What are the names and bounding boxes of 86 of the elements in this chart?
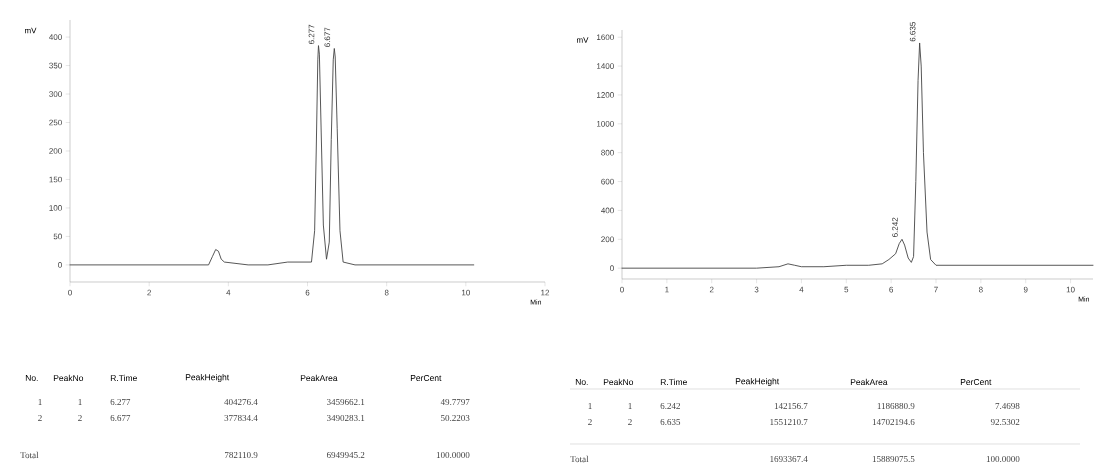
text: PeakHeight [735, 378, 780, 386]
text: 2 [78, 415, 82, 421]
text: No. [575, 379, 588, 385]
text: 377834.4 [224, 414, 258, 422]
y-tick-label: 1200 [597, 92, 614, 98]
y-axis-title: mV [25, 27, 37, 34]
text: 6.242 [660, 402, 680, 410]
x-tick-label: 0 [620, 286, 624, 293]
x-tick-label: 12 [541, 289, 550, 296]
text: 142156.7 [774, 402, 808, 410]
text: 2 [588, 419, 592, 425]
text: 1693367.4 [770, 455, 808, 463]
y-tick-label: 1000 [597, 120, 614, 127]
x-tick-label: 2 [147, 289, 151, 296]
text: 782110.9 [224, 451, 258, 459]
text: Total [570, 455, 589, 463]
x-tick-label: 6 [889, 286, 894, 293]
text: No. [25, 375, 38, 381]
text: 1 [78, 399, 82, 405]
x-tick-label: 0 [68, 289, 72, 296]
x-tick-label: 10 [462, 289, 470, 296]
x-tick-label: 10 [1066, 286, 1075, 293]
y-tick-label: 50 [53, 233, 62, 240]
y-tick-label: 0 [610, 265, 614, 271]
text: PerCent [410, 374, 442, 381]
annotation: 6.242 [892, 217, 898, 237]
text: PeakArea [300, 374, 338, 382]
y-tick-label: 0 [58, 262, 62, 268]
text: 6.277 [110, 398, 131, 406]
y-tick-label: 800 [601, 149, 614, 156]
x-tick-label: 6 [305, 289, 310, 296]
y-tick-label: 200 [601, 236, 614, 243]
y-tick-label: 1600 [597, 34, 614, 41]
text: 100.0000 [986, 455, 1020, 463]
x-tick-label: 4 [226, 289, 231, 296]
text: 1551210.7 [770, 418, 808, 426]
x-tick-label: 7 [934, 286, 938, 293]
text: 6949945.2 [326, 451, 365, 459]
text: 15889075.5 [872, 455, 915, 463]
y-tick-label: 350 [49, 62, 62, 69]
y-tick-label: 400 [601, 207, 614, 214]
y-tick-label: 150 [49, 176, 62, 183]
text: 404276.4 [224, 398, 258, 406]
text: 92.5302 [990, 418, 1020, 426]
text: PerCent [960, 378, 992, 385]
text: 2 [628, 419, 632, 425]
text: 49.7797 [440, 398, 470, 406]
y-tick-label: 1400 [597, 63, 614, 69]
x-tick-label: 8 [978, 286, 983, 293]
y-tick-label: 600 [601, 178, 614, 185]
x-tick-label: 1 [665, 286, 669, 293]
y-tick-label: 300 [49, 91, 62, 97]
text: 50.2203 [441, 414, 470, 422]
text: R.Time [660, 378, 687, 386]
x-tick-label: 9 [1023, 286, 1028, 293]
text: 1 [38, 399, 42, 405]
text: 6.635 [660, 418, 681, 426]
text: 100.0000 [436, 451, 470, 459]
text: 1 [628, 403, 632, 409]
text: 2 [38, 415, 42, 421]
y-tick-label: 100 [49, 205, 62, 211]
text: 3490283.1 [326, 414, 365, 422]
y-tick-label: 200 [49, 148, 62, 154]
text: R.Time [110, 374, 137, 382]
x-tick-label: 8 [384, 289, 389, 296]
text: 1 [588, 403, 592, 409]
x-tick-label: 4 [799, 286, 804, 293]
text: PeakNo [53, 374, 84, 382]
annotation: 6.635 [909, 22, 916, 42]
text: 6.677 [110, 414, 131, 422]
annotation: 6.277 [308, 24, 315, 45]
text: PeakArea [850, 378, 888, 386]
text: PeakNo [603, 378, 634, 386]
text: 14702194.6 [872, 418, 915, 426]
text: 7.4698 [995, 402, 1020, 410]
x-tick-label: 2 [709, 286, 714, 293]
x-tick-label: 5 [844, 286, 849, 293]
x-tick-label: 3 [754, 286, 759, 293]
text: 3459662.1 [326, 398, 365, 406]
annotation: 6.677 [324, 27, 331, 47]
y-axis-title: mV [577, 37, 589, 43]
text: PeakHeight [185, 374, 230, 382]
y-tick-label: 400 [49, 34, 62, 40]
text: 1186880.9 [877, 402, 915, 410]
text: Total [20, 451, 39, 459]
y-tick-label: 250 [49, 119, 62, 126]
